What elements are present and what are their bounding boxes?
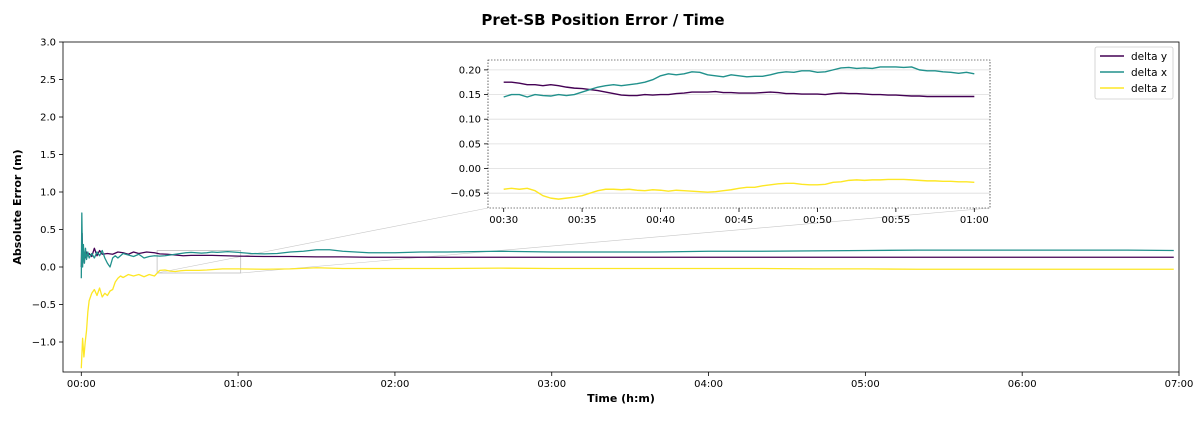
main-series-lines xyxy=(80,212,1174,369)
inset-y-tick-label: 0.15 xyxy=(459,90,481,101)
inset-x-tick-label: 00:40 xyxy=(646,215,675,226)
inset-background xyxy=(488,60,990,208)
inset-axes: 00:30 00:35 00:40 00:45 00:50 00:55 01:00 −0.05… xyxy=(450,59,991,226)
legend-label: delta y xyxy=(1131,51,1167,63)
inset-x-tick-label: 00:55 xyxy=(881,215,910,226)
inset-x-tick-label: 01:00 xyxy=(960,215,989,226)
zoom-indicator xyxy=(156,207,991,274)
inset-y-tick-label: 0.00 xyxy=(459,164,481,175)
y-tick-label: 1.0 xyxy=(40,188,56,199)
legend-label: delta z xyxy=(1131,83,1167,95)
zoom-connector xyxy=(240,207,991,274)
y-tick-label: 2.5 xyxy=(40,75,56,86)
main-plot-frame xyxy=(62,41,1180,373)
x-tick-label: 05:00 xyxy=(851,379,880,390)
x-tick-label: 02:00 xyxy=(381,379,410,390)
inset-y-tick-label: 0.05 xyxy=(459,139,481,150)
y-tick-label: 0.0 xyxy=(40,263,56,274)
x-tick-label: 00:00 xyxy=(67,379,96,390)
series-line-delta-x xyxy=(80,212,1174,279)
inset-x-tick-label: 00:35 xyxy=(568,215,597,226)
main-axis-ticks: 00:00 01:00 02:00 03:00 04:00 05:00 06:00 07:00… xyxy=(32,38,1194,391)
x-tick-label: 03:00 xyxy=(537,379,566,390)
inset-series-line-delta-z xyxy=(503,178,975,200)
x-tick-label: 04:00 xyxy=(694,379,723,390)
inset-y-tick-label: 0.10 xyxy=(459,115,481,126)
y-tick-label: −0.5 xyxy=(32,300,56,311)
inset-y-tick-label: 0.20 xyxy=(459,65,481,76)
x-tick-label: 07:00 xyxy=(1165,379,1194,390)
inset-series-lines xyxy=(503,66,975,200)
legend-box xyxy=(1094,46,1174,100)
y-tick-label: 0.5 xyxy=(40,225,56,236)
inset-x-tick-label: 00:50 xyxy=(803,215,832,226)
y-tick-label: 1.5 xyxy=(40,150,56,161)
zoom-region xyxy=(156,250,242,274)
series-line-delta-z xyxy=(80,267,1174,369)
inset-x-tick-label: 00:30 xyxy=(489,215,518,226)
y-axis-label: Absolute Error (m) xyxy=(11,149,24,264)
chart-title: Pret-SB Position Error / Time xyxy=(481,11,724,29)
x-tick-label: 01:00 xyxy=(224,379,253,390)
y-tick-label: 2.0 xyxy=(40,113,56,124)
inset-x-tick-label: 00:45 xyxy=(725,215,754,226)
legend: delta y delta x delta z xyxy=(1094,46,1174,100)
x-axis-label: Time (h:m) xyxy=(587,392,655,405)
inset-axis-ticks: 00:30 00:35 00:40 00:45 00:50 00:55 01:00 −0.05… xyxy=(450,65,988,226)
y-tick-label: 3.0 xyxy=(40,38,56,49)
inset-series-line-delta-x xyxy=(503,66,975,98)
zoom-connector xyxy=(157,207,489,274)
inset-series-line-delta-y xyxy=(503,81,975,98)
x-tick-label: 06:00 xyxy=(1008,379,1037,390)
legend-label: delta x xyxy=(1131,67,1167,79)
y-tick-label: −1.0 xyxy=(32,338,56,349)
inset-y-tick-label: −0.05 xyxy=(450,189,481,200)
